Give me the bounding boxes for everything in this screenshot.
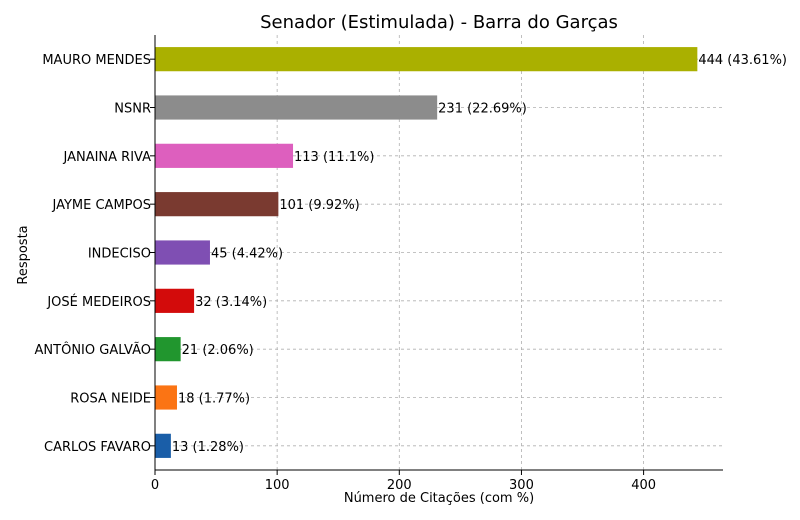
bar (155, 192, 279, 217)
data-label: 32 (3.14%) (195, 295, 267, 310)
category-label: MAURO MENDES (42, 53, 151, 68)
category-label: ANTÔNIO GALVÃO (35, 342, 151, 358)
data-label: 444 (43.61%) (698, 53, 787, 68)
x-tick-label: 100 (265, 478, 290, 493)
x-tick-label: 200 (387, 478, 412, 493)
label-layer: MAURO MENDES 444 (43.61%) NSNR 231 (22.69%)… (35, 53, 787, 455)
category-label: ROSA NEIDE (70, 392, 151, 407)
category-label: NSNR (114, 102, 151, 117)
data-label: 21 (2.06%) (182, 343, 254, 358)
bar-layer (155, 47, 698, 458)
category-label: JAYME CAMPOS (51, 198, 151, 213)
chart-title: Senador (Estimulada) - Barra do Garças (260, 12, 618, 33)
data-label: 113 (11.1%) (294, 150, 374, 165)
data-label: 101 (9.92%) (279, 198, 359, 213)
bar (155, 95, 438, 120)
bar (155, 385, 177, 410)
data-label: 45 (4.42%) (211, 247, 283, 262)
category-label: CARLOS FAVARO (44, 440, 151, 455)
x-tick-label: 0 (151, 478, 159, 493)
bar (155, 288, 195, 313)
bar (155, 433, 171, 458)
data-label: 231 (22.69%) (438, 102, 527, 117)
x-tick-label: 300 (509, 478, 534, 493)
x-tick-label: 400 (631, 478, 656, 493)
bar (155, 47, 698, 72)
axis-layer: 0 100 200 300 400 (150, 35, 723, 493)
y-axis-label: Resposta (16, 225, 31, 284)
bar (155, 337, 181, 362)
category-label: JANAINA RIVA (62, 150, 151, 165)
data-label: 13 (1.28%) (172, 440, 244, 455)
bar (155, 240, 210, 265)
data-label: 18 (1.77%) (178, 392, 250, 407)
x-axis-label: Número de Citações (com %) (344, 491, 534, 506)
bar (155, 143, 294, 168)
category-label: INDECISO (88, 247, 151, 262)
category-label: JOSÉ MEDEIROS (46, 294, 151, 310)
